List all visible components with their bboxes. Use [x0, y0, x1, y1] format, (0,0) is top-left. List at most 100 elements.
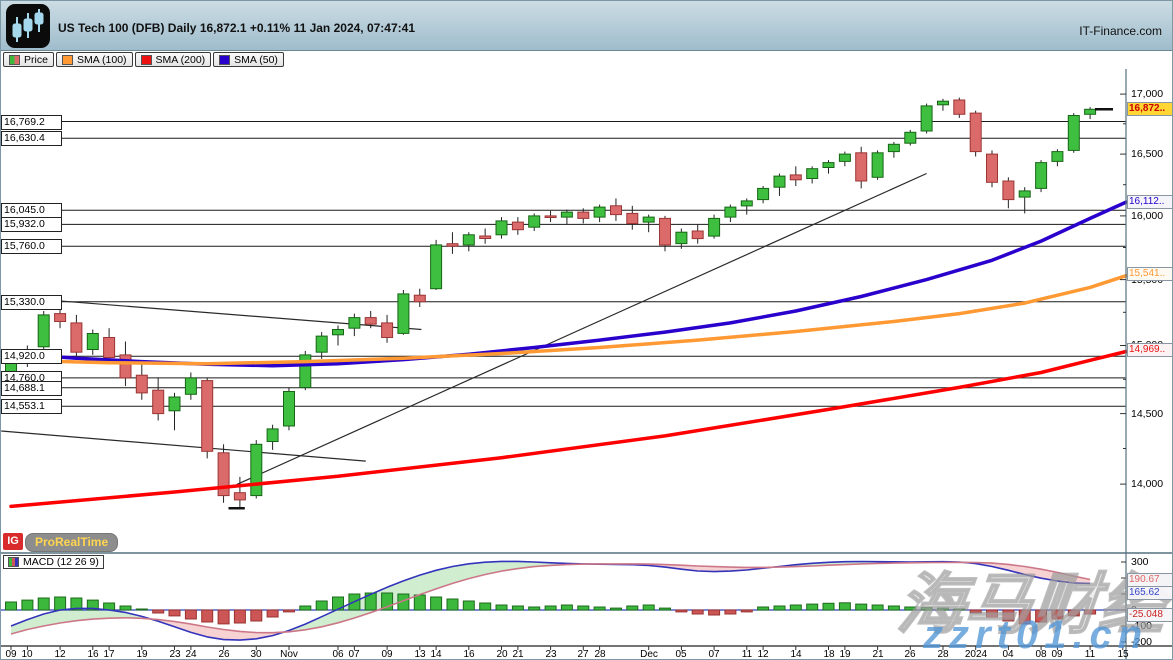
- prorealtime-badge: ProRealTime: [25, 533, 119, 552]
- candle: [642, 216, 655, 223]
- candle: [233, 492, 246, 501]
- candle: [757, 187, 770, 201]
- macd-histogram-bar: [201, 609, 214, 623]
- tab-macd-indicator[interactable]: MACD (12 26 9): [3, 555, 104, 569]
- candle: [1018, 190, 1031, 198]
- macd-histogram-bar: [953, 608, 966, 611]
- price-tag: 16,112..: [1127, 195, 1172, 209]
- candle: [1067, 115, 1080, 151]
- legend-tab-price[interactable]: Price: [3, 52, 54, 67]
- candle: [610, 205, 622, 216]
- x-axis-label: 19: [136, 649, 148, 660]
- candle: [953, 99, 966, 115]
- macd-histogram-bar: [37, 597, 50, 611]
- price-level-label: 14,920.0: [1, 349, 62, 364]
- x-axis-label: 26: [218, 649, 230, 660]
- macd-histogram-bar: [986, 609, 998, 618]
- macd-histogram-bar: [364, 592, 377, 611]
- macd-histogram-bar: [691, 609, 704, 615]
- price-level-label: 15,932.0: [1, 217, 62, 232]
- price-level-label: 15,330.0: [1, 295, 62, 310]
- macd-histogram-bar: [904, 606, 917, 611]
- candle: [838, 153, 851, 162]
- candle: [364, 317, 377, 325]
- candle: [152, 389, 165, 415]
- macd-histogram-bar: [740, 609, 753, 613]
- x-axis-label: 23: [169, 649, 181, 660]
- candle: [299, 354, 312, 388]
- sma-color-swatch: [61, 54, 73, 65]
- macd-histogram-bar: [1002, 609, 1015, 622]
- macd-histogram-bar: [544, 605, 557, 611]
- candle: [528, 215, 541, 228]
- macd-histogram-bar: [70, 597, 83, 611]
- x-axis-label: 17: [103, 649, 115, 660]
- watermark-site: zzrt01.cn: [923, 613, 1149, 657]
- macd-histogram-bar: [299, 605, 312, 611]
- macd-histogram-bar: [708, 609, 721, 616]
- x-axis-label: 14: [790, 649, 802, 660]
- candle: [969, 112, 982, 153]
- candle: [855, 152, 868, 182]
- x-axis-label: 10: [21, 649, 33, 660]
- candle: [348, 317, 361, 329]
- legend-tab-sma-100[interactable]: SMA (100): [55, 52, 133, 67]
- candle: [675, 231, 688, 245]
- candle: [86, 333, 99, 350]
- candlestick-logo-icon: [12, 9, 44, 42]
- x-axis-label: 09: [1051, 649, 1063, 660]
- legend-bar: Price SMA (100) SMA (200) SMA (50): [1, 51, 1172, 69]
- price-tag: 15,541..: [1127, 267, 1172, 281]
- macd-histogram-bar: [789, 604, 802, 611]
- macd-histogram-bar: [54, 596, 67, 611]
- candle: [397, 293, 410, 334]
- candle: [626, 212, 639, 224]
- candle: [54, 313, 67, 323]
- candle: [806, 168, 819, 179]
- price-level-label: 15,760.0: [1, 239, 62, 254]
- candle: [544, 215, 557, 218]
- chart-title: US Tech 100 (DFB) Daily 16,872.1 +0.11% …: [58, 21, 415, 35]
- macd-tab-label: MACD (12 26 9): [23, 556, 99, 568]
- app-icon: [6, 4, 50, 48]
- x-axis-label: 23: [545, 649, 557, 660]
- macd-histogram-bar: [1018, 609, 1031, 625]
- candle: [413, 294, 426, 303]
- macd-value-tag: 190.67: [1127, 573, 1172, 587]
- macd-histogram-bar: [462, 600, 475, 611]
- x-axis-label: 14: [430, 649, 442, 660]
- macd-histogram-bar: [413, 594, 426, 611]
- candle: [201, 380, 214, 452]
- x-axis-label: 05: [675, 649, 687, 660]
- candle: [37, 314, 50, 348]
- candle: [887, 143, 900, 153]
- y-axis-tick-label: 14,000: [1131, 478, 1164, 490]
- candle: [184, 377, 197, 395]
- candle: [315, 335, 328, 353]
- candle: [937, 100, 949, 106]
- candle: [691, 230, 704, 240]
- candle: [446, 243, 459, 247]
- sma-line: [9, 273, 1128, 366]
- x-axis-label: 16: [87, 649, 99, 660]
- candle: [250, 443, 263, 497]
- candle: [740, 200, 753, 207]
- x-axis-label: 04: [1002, 649, 1014, 660]
- macd-histogram-bar: [1051, 609, 1064, 620]
- x-axis-label: 11: [1084, 649, 1096, 660]
- macd-histogram-bar: [887, 605, 900, 611]
- x-axis-label: 21: [872, 649, 884, 660]
- legend-tab-label: Price: [24, 53, 48, 66]
- y-axis-tick-label: 17,000: [1131, 88, 1164, 100]
- macd-histogram-bar: [724, 609, 737, 615]
- x-axis-label: Nov: [280, 649, 298, 660]
- candle: [283, 391, 295, 427]
- macd-histogram-bar: [937, 607, 949, 611]
- candle: [659, 217, 671, 246]
- candle: [773, 175, 786, 188]
- legend-tab-sma-200[interactable]: SMA (200): [134, 52, 212, 67]
- legend-tab-sma-50[interactable]: SMA (50): [213, 52, 284, 67]
- macd-histogram-bar: [184, 609, 197, 620]
